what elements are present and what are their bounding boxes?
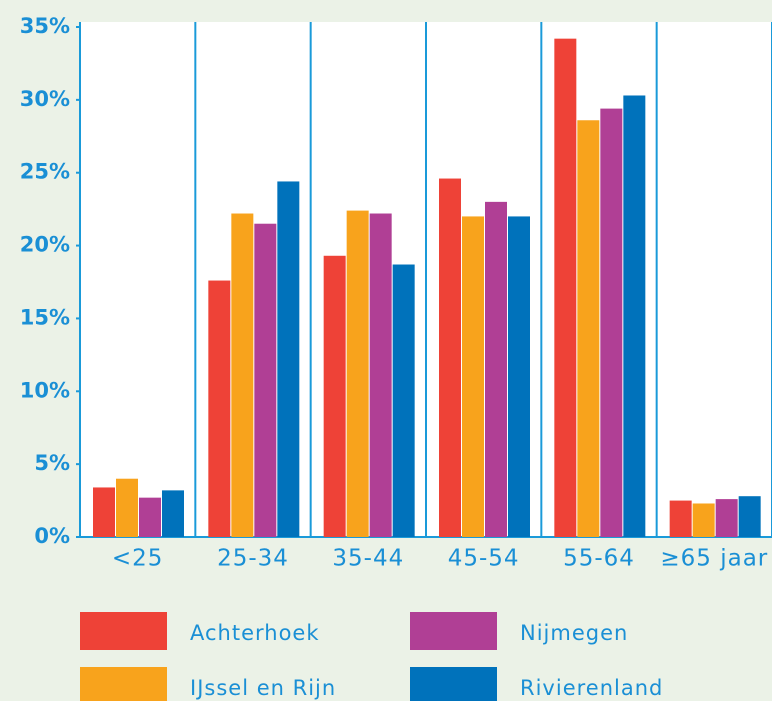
legend-label: Nijmegen [520,621,628,645]
y-tick-label: 10% [20,378,70,402]
y-tick-label: 25% [20,160,70,184]
legend-label: Achterhoek [190,621,320,645]
x-tick-label: ≥65 jaar [660,546,768,572]
bar [600,108,623,537]
bar [669,500,692,537]
x-tick-label: 55-64 [563,546,635,572]
bar [554,38,577,538]
legend-swatch [80,612,167,650]
bar [715,499,738,537]
bar [277,181,300,537]
bar [208,280,231,537]
bar [139,497,161,537]
bar [692,503,715,537]
y-tick-label: 30% [20,87,70,111]
bar [162,490,184,537]
bar [485,201,507,537]
x-tick-label: 35-44 [332,546,404,572]
bar [462,216,484,537]
legend-swatch [410,612,497,650]
legend-label: Rivierenland [520,676,663,700]
bar [369,213,392,537]
legend-swatch [80,667,167,701]
bar [116,478,138,537]
y-tick-label: 0% [34,524,70,548]
bar [577,120,600,537]
legend-swatch [410,667,497,701]
legend-label: IJssel en Rijn [190,676,336,700]
y-tick-label: 35% [20,14,70,38]
x-tick-label: 45-54 [448,546,520,572]
y-tick-label: 20% [20,233,70,257]
x-tick-label: <25 [112,546,164,572]
bar [738,496,761,537]
bar [93,487,115,537]
y-tick-label: 5% [34,451,70,475]
bar [346,210,369,537]
bar [231,213,254,537]
bar [323,255,346,537]
bar [508,216,530,537]
bar [623,95,646,537]
bar [439,178,461,538]
bar [254,223,277,537]
x-tick-label: 25-34 [217,546,289,572]
y-tick-label: 15% [20,305,70,329]
bar [392,264,415,537]
